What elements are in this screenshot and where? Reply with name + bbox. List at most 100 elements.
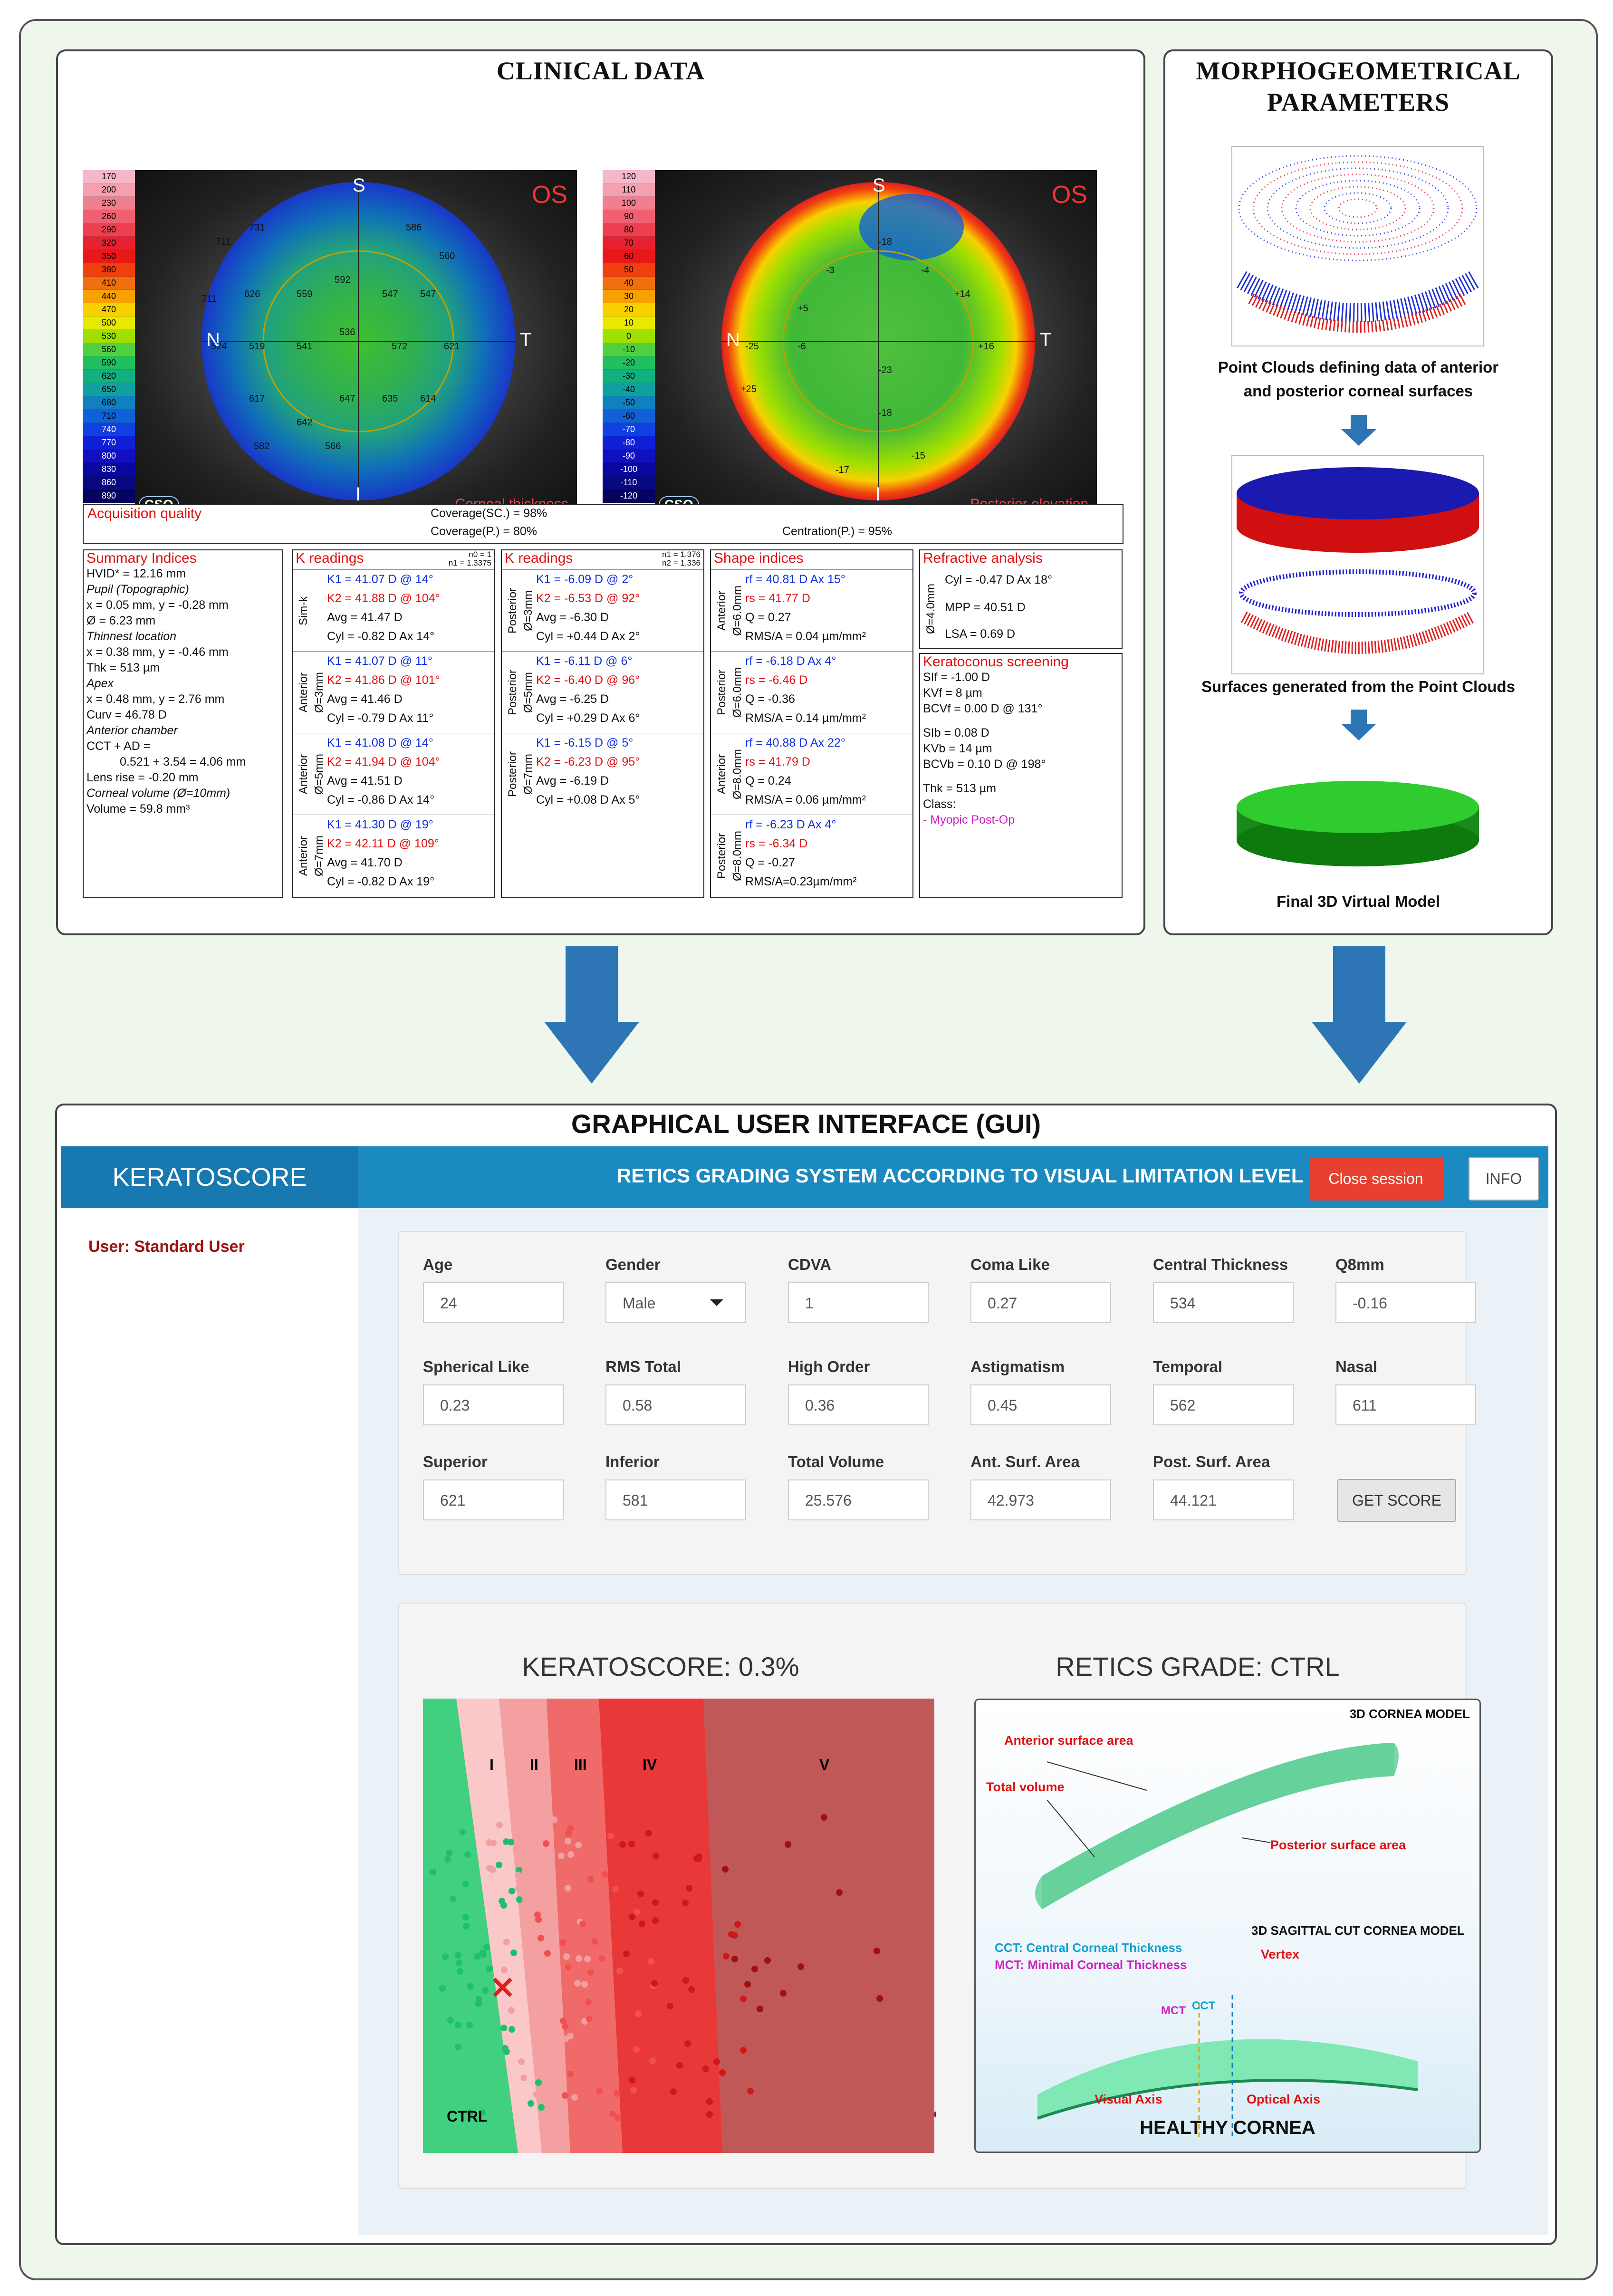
map-value: 614 [420, 394, 436, 404]
field-input[interactable]: 24 [423, 1282, 564, 1323]
info-button[interactable]: INFO [1469, 1157, 1539, 1201]
label-vertex: Vertex [1261, 1947, 1300, 1961]
gui-header-bar: KERATOSCORE RETICS GRADING SYSTEM ACCORD… [61, 1146, 1548, 1208]
field-input[interactable]: 0.23 [423, 1384, 564, 1425]
scatter-point [516, 1834, 522, 1841]
scatter-point [585, 1999, 592, 2006]
map-value: 586 [406, 222, 422, 233]
k-readings-posterior: K readings n1 = 1.376 n2 = 1.336 Posteri… [501, 549, 704, 898]
scatter-point [463, 1923, 470, 1930]
scatter-point [515, 1872, 521, 1878]
field-label: Total Volume [788, 1453, 884, 1470]
eye-photo: S I N T 731 711 711 626 559 592 524 519 541 536 57… [135, 170, 577, 517]
map-value: -6 [797, 341, 806, 352]
reading-rms: RMS/A = 0.04 µm/mm² [745, 630, 866, 643]
scatter-point [529, 1950, 536, 1957]
reading-avg: Avg = -6.30 D [536, 611, 609, 624]
field-input[interactable]: 581 [605, 1479, 746, 1520]
scatter-point [639, 1921, 645, 1927]
map-value: -23 [878, 365, 892, 375]
scatter-point [567, 2071, 574, 2077]
scatter-point [565, 1885, 571, 1892]
scatter-point [876, 1995, 883, 2002]
scatter-point [502, 2045, 509, 2052]
field-input[interactable]: 621 [423, 1479, 564, 1520]
field-input[interactable]: 25.576 [788, 1479, 929, 1520]
field-input[interactable]: 44.121 [1153, 1479, 1294, 1520]
scatter-point [785, 1841, 791, 1848]
scatter-point [430, 1869, 436, 1875]
scatter-point [682, 1900, 689, 1906]
scale-step: -40 [603, 383, 655, 396]
scatter-point [509, 2026, 515, 2033]
field-input[interactable]: 0.36 [788, 1384, 929, 1425]
scatter-point [535, 1901, 541, 1907]
scale-step: 10 [603, 317, 655, 330]
close-session-button[interactable]: Close session [1309, 1157, 1443, 1201]
scatter-point [682, 1977, 689, 1984]
field-input[interactable]: 562 [1153, 1384, 1294, 1425]
scale-step: 60 [603, 250, 655, 263]
summary-line: x = 0.48 mm, y = 2.76 mm [86, 692, 225, 706]
reading-rms: RMS/A=0.23µm/mm² [745, 875, 857, 888]
reading-q: Q = -0.27 [745, 856, 795, 869]
field-input[interactable]: 534 [1153, 1282, 1294, 1323]
zone-iv [599, 1699, 722, 2153]
field-input[interactable]: 0.58 [605, 1384, 746, 1425]
user-label: User: Standard User [88, 1238, 245, 1256]
get-score-button[interactable]: GET SCORE [1337, 1479, 1456, 1522]
field-input[interactable]: 0.45 [970, 1384, 1111, 1425]
group-label: Sim-k [297, 596, 310, 625]
field-input[interactable]: 611 [1335, 1384, 1476, 1425]
scatter-point [836, 1889, 843, 1896]
field-input[interactable]: 1 [788, 1282, 929, 1323]
reading-rf: rf = -6.23 D Ax 4° [745, 818, 836, 831]
cloud-ring [1309, 186, 1406, 231]
compass-t: T [1040, 329, 1052, 350]
scatter-point [619, 1841, 626, 1848]
field-input[interactable]: 0.27 [970, 1282, 1111, 1323]
sidebar: User: Standard User [61, 1208, 358, 2235]
scatter-points [430, 1814, 936, 2121]
reading-group: Anterior Ø=6.0mm rf = 40.81 D Ax 15° rs = … [711, 569, 912, 652]
scatter-point [464, 1851, 471, 1858]
scatter-point [688, 1986, 695, 1993]
scale-step: 320 [83, 237, 135, 250]
scatter-point [614, 2090, 620, 2097]
scale-step: 740 [83, 423, 135, 436]
scatter-point [535, 2079, 542, 2086]
field-input[interactable]: 42.973 [970, 1479, 1111, 1520]
reading-k2: K2 = -6.40 D @ 96° [536, 673, 640, 687]
reading-group: Posterior Ø=6.0mm rf = -6.18 D Ax 4° rs = … [711, 651, 912, 733]
scatter-point [565, 1830, 572, 1837]
scatter-point [722, 1866, 729, 1873]
scale-step: 120 [603, 170, 655, 183]
scatter-point [821, 1814, 827, 1821]
cloud-ring [1281, 173, 1435, 243]
field-label: Inferior [605, 1453, 660, 1470]
scale-step: 830 [83, 463, 135, 476]
reading-rms: RMS/A = 0.06 µm/mm² [745, 793, 866, 807]
map-value: 547 [420, 289, 436, 299]
scatter-point [571, 2094, 578, 2101]
scale-step: 30 [603, 290, 655, 303]
scale-step: 200 [83, 183, 135, 197]
scatter-point [457, 1968, 463, 1975]
scatter-point [467, 1983, 474, 1990]
gender-select[interactable]: Male [605, 1282, 746, 1323]
scale-step: 440 [83, 290, 135, 303]
group-label: Anterior Ø=6.0mm [715, 585, 744, 636]
scale-step: -50 [603, 396, 655, 410]
scatter-point [764, 1957, 771, 1964]
compass-i: I [875, 484, 881, 505]
scatter-point [693, 1855, 700, 1862]
field-input[interactable]: -0.16 [1335, 1282, 1476, 1323]
kc-line: BCVb = 0.10 D @ 198° [923, 758, 1046, 771]
brand-block[interactable]: KERATOSCORE [61, 1146, 358, 1208]
compass-n: N [726, 329, 740, 350]
scatter-point [567, 1825, 574, 1832]
map-value: 617 [249, 394, 265, 404]
morpho-graphics [1231, 146, 1484, 874]
scatter-point [731, 1956, 738, 1962]
compass-t: T [520, 329, 532, 350]
